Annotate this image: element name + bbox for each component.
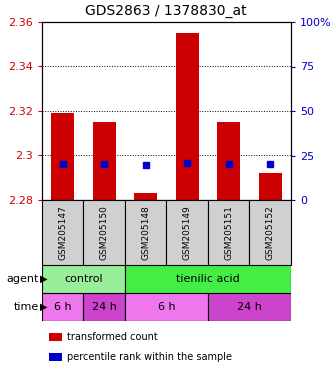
Bar	[42, 200, 83, 265]
Text: transformed count: transformed count	[67, 332, 158, 342]
Bar	[51, 113, 74, 200]
Text: GSM205152: GSM205152	[266, 205, 275, 260]
Text: GSM205151: GSM205151	[224, 205, 233, 260]
Text: percentile rank within the sample: percentile rank within the sample	[67, 352, 232, 362]
Text: GDS2863 / 1378830_at: GDS2863 / 1378830_at	[85, 4, 246, 18]
Text: tienilic acid: tienilic acid	[176, 274, 240, 284]
Bar	[217, 122, 240, 200]
Text: ▶: ▶	[40, 274, 48, 284]
Bar	[42, 265, 125, 293]
Bar	[125, 265, 291, 293]
Bar	[250, 200, 291, 265]
Text: 24 h: 24 h	[237, 302, 262, 312]
Text: control: control	[64, 274, 103, 284]
Bar	[259, 173, 282, 200]
Bar	[83, 200, 125, 265]
Bar	[208, 200, 250, 265]
Text: GSM205148: GSM205148	[141, 205, 150, 260]
Bar	[176, 33, 199, 200]
Bar	[42, 293, 83, 321]
Bar	[166, 200, 208, 265]
Text: 6 h: 6 h	[54, 302, 71, 312]
Text: agent: agent	[6, 274, 39, 284]
Bar	[125, 200, 166, 265]
Text: ▶: ▶	[40, 302, 48, 312]
Text: GSM205149: GSM205149	[183, 205, 192, 260]
Text: 24 h: 24 h	[92, 302, 117, 312]
Bar	[125, 293, 208, 321]
Bar	[134, 193, 157, 200]
Text: time: time	[14, 302, 39, 312]
Text: GSM205147: GSM205147	[58, 205, 67, 260]
Text: 6 h: 6 h	[158, 302, 175, 312]
Bar	[83, 293, 125, 321]
Bar	[208, 293, 291, 321]
Text: GSM205150: GSM205150	[100, 205, 109, 260]
Bar	[93, 122, 116, 200]
